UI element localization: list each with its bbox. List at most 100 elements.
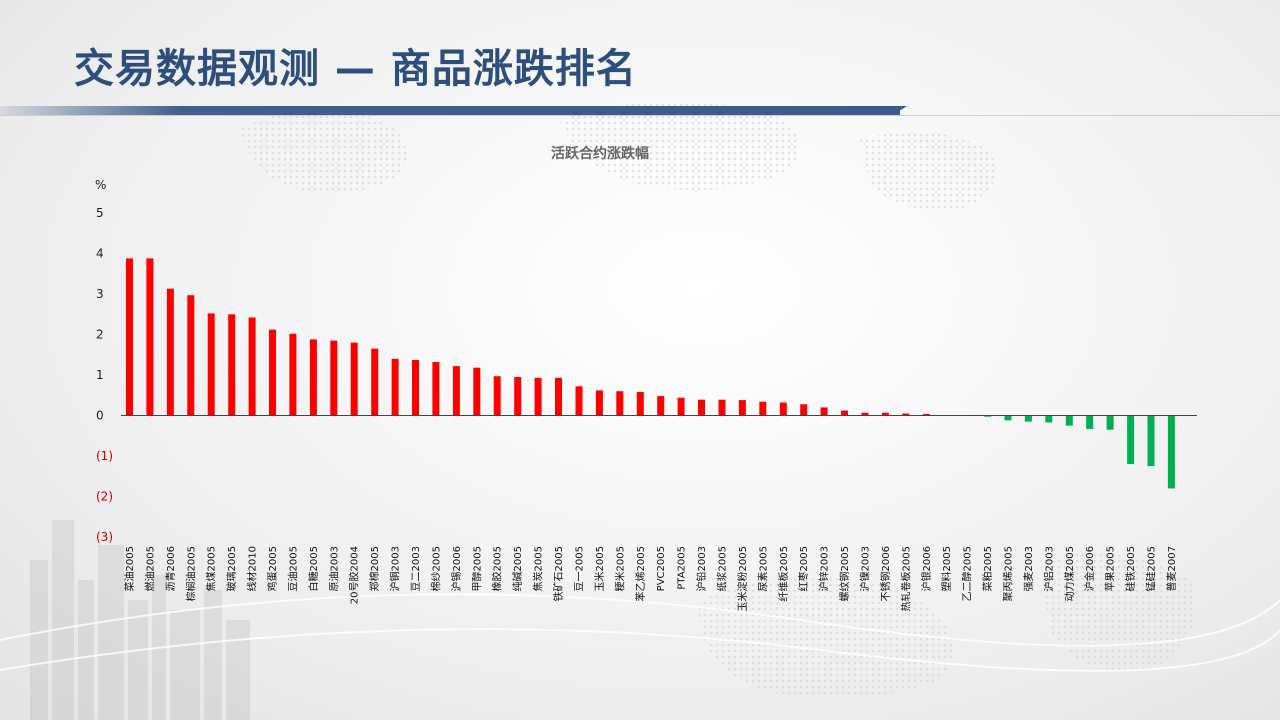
x-tick-label: 塑料2005 bbox=[940, 546, 953, 591]
x-tick-label: 豆二2003 bbox=[410, 546, 422, 591]
bar bbox=[309, 339, 317, 416]
bar bbox=[636, 392, 644, 416]
bar bbox=[1127, 415, 1135, 465]
x-tick-label: 沪铝2003 bbox=[1042, 546, 1055, 591]
y-tick-label: 2 bbox=[96, 328, 104, 342]
x-tick-label: 沪铜2003 bbox=[389, 546, 402, 591]
x-tick-label: 棉纱2005 bbox=[429, 546, 442, 591]
bar bbox=[514, 377, 522, 416]
bar bbox=[881, 412, 889, 416]
x-tick-label: 玻璃2005 bbox=[225, 546, 238, 591]
x-tick-label: 聚丙烯2005 bbox=[1002, 546, 1015, 601]
x-tick-label: 尿素2005 bbox=[756, 546, 769, 591]
title-underline-bar-tip bbox=[893, 106, 907, 115]
x-tick-label: 白糖2005 bbox=[307, 546, 320, 591]
x-tick-label: 玉米2005 bbox=[593, 546, 606, 591]
y-tick-label: 3 bbox=[96, 287, 104, 301]
bar bbox=[984, 415, 992, 417]
y-tick-label: (1) bbox=[96, 449, 113, 463]
bar bbox=[616, 391, 624, 416]
bar bbox=[555, 377, 562, 416]
x-tick-label: 不锈钢2006 bbox=[879, 546, 892, 601]
bar bbox=[800, 404, 808, 416]
x-tick-label: 燃油2005 bbox=[143, 546, 156, 591]
x-tick-label: 焦煤2005 bbox=[205, 546, 218, 591]
curve-decoration bbox=[0, 593, 1280, 672]
x-tick-label: 沪银2006 bbox=[920, 546, 933, 591]
bar bbox=[1004, 415, 1012, 421]
bar bbox=[166, 288, 174, 416]
city-skyline-decoration bbox=[30, 520, 250, 720]
bar bbox=[207, 313, 215, 416]
bar bbox=[412, 360, 419, 416]
x-tick-label: 纯碱2005 bbox=[511, 546, 524, 591]
bar bbox=[820, 407, 828, 416]
bar bbox=[350, 342, 358, 416]
bar bbox=[1147, 415, 1155, 467]
x-tick-label: 橡胶2005 bbox=[491, 546, 504, 591]
bar bbox=[718, 399, 726, 416]
y-axis-unit-label: % bbox=[95, 178, 106, 192]
x-tick-label: 铁矿石2005 bbox=[552, 546, 565, 601]
bar bbox=[677, 397, 685, 416]
bar bbox=[575, 386, 583, 416]
bar bbox=[759, 401, 767, 416]
bar bbox=[861, 412, 869, 416]
bar bbox=[738, 400, 746, 416]
bar bbox=[1167, 415, 1175, 489]
x-tick-label: 焦炭2005 bbox=[532, 546, 545, 591]
x-tick-label: 苯乙烯2005 bbox=[634, 546, 647, 601]
page-title: 交易数据观测 — 商品涨跌排名 bbox=[74, 46, 637, 92]
y-tick-label: (3) bbox=[96, 530, 113, 544]
x-tick-label: 郑棉2005 bbox=[368, 546, 381, 591]
x-tick-label: 线材2010 bbox=[246, 546, 259, 591]
world-map-decoration bbox=[240, 102, 1195, 698]
bar bbox=[657, 396, 665, 416]
bar bbox=[432, 362, 440, 416]
bar bbox=[1065, 415, 1073, 426]
bar bbox=[779, 402, 787, 416]
x-tick-label: 苹果2005 bbox=[1104, 546, 1117, 591]
x-tick-label: 锰硅2005 bbox=[1145, 546, 1158, 591]
y-tick-label: (2) bbox=[96, 490, 113, 504]
x-tick-label: 纤维板2005 bbox=[777, 546, 790, 601]
bar bbox=[371, 348, 379, 416]
x-tick-label: PTA2005 bbox=[677, 546, 688, 590]
x-tick-label: 红枣2005 bbox=[797, 546, 810, 591]
x-tick-label: PVC2005 bbox=[656, 546, 667, 591]
bar bbox=[922, 413, 930, 416]
bar bbox=[1106, 415, 1114, 430]
y-tick-label: 1 bbox=[96, 368, 104, 382]
bar bbox=[330, 340, 338, 416]
x-tick-label: 动力煤2005 bbox=[1063, 546, 1076, 601]
x-tick-label: 乙二醇2005 bbox=[961, 546, 974, 601]
y-tick-label: 0 bbox=[96, 409, 104, 423]
title-divider-line bbox=[0, 115, 1280, 116]
bar bbox=[902, 413, 910, 416]
bar bbox=[1086, 415, 1094, 429]
bar bbox=[126, 258, 133, 416]
x-tick-label: 强麦2003 bbox=[1023, 546, 1035, 591]
x-tick-label: 鸡蛋2005 bbox=[266, 546, 279, 591]
x-tick-label: 沥青2006 bbox=[164, 546, 177, 591]
y-tick-label: 5 bbox=[96, 206, 104, 220]
x-tick-label: 纸浆2005 bbox=[716, 546, 729, 591]
bar bbox=[534, 377, 542, 416]
bar bbox=[1024, 415, 1032, 422]
bar bbox=[187, 295, 195, 416]
bar bbox=[841, 410, 848, 416]
y-tick-label: 4 bbox=[96, 247, 104, 261]
bar bbox=[595, 390, 603, 416]
x-tick-label: 沪铅2003 bbox=[695, 546, 708, 591]
bar bbox=[698, 399, 705, 416]
bar bbox=[493, 376, 501, 416]
x-tick-label: 菜粕2005 bbox=[981, 546, 994, 591]
bar bbox=[452, 366, 460, 416]
x-tick-label: 沪锌2003 bbox=[818, 546, 831, 591]
title-underline-bar bbox=[0, 106, 900, 115]
x-tick-label: 棕榈油2005 bbox=[184, 546, 197, 601]
bar bbox=[289, 333, 297, 416]
x-tick-label: 豆一2005 bbox=[574, 546, 586, 591]
